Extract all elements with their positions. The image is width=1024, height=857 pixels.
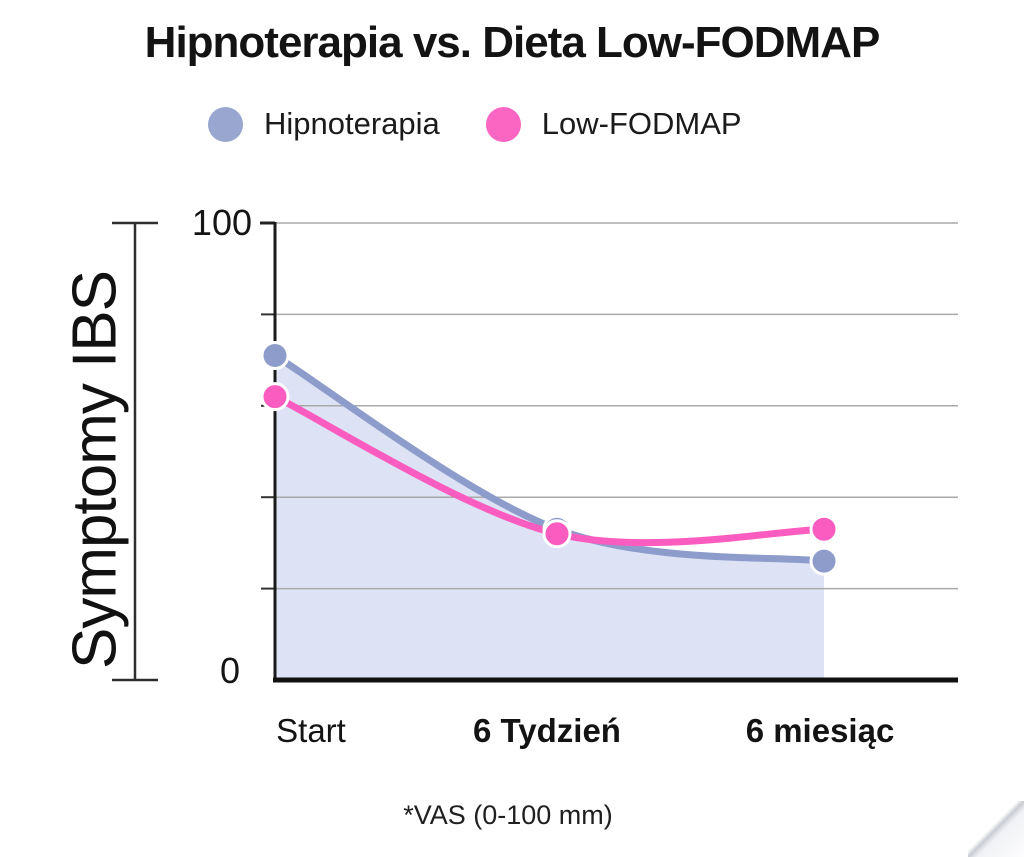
low-fodmap-point-6 miesiąc [809, 514, 839, 544]
x-tick-label-start: Start [276, 712, 346, 749]
low-fodmap-point-6 Tydzień [542, 519, 572, 549]
hipnoterapia-point-Start [260, 341, 290, 371]
y-tick-label-100: 100 [191, 202, 252, 243]
legend-label-hipnoterapia: Hipnoterapia [264, 106, 440, 141]
footnote: *VAS (0-100 mm) [403, 800, 613, 830]
hipnoterapia-area-fill [275, 355, 824, 680]
low-fodmap-point-Start [260, 382, 290, 412]
chart-title: Hipnoterapia vs. Dieta Low-FODMAP [144, 18, 881, 67]
x-tick-label-6-miesiac: 6 miesiąc [745, 712, 895, 749]
hipnoterapia-series-swatch-icon [208, 106, 243, 142]
y-axis-range-bracket [112, 221, 158, 682]
low-fodmap-series-swatch-icon [485, 106, 521, 142]
legend-item-low-fodmap: Low-FODMAP [485, 106, 742, 142]
legend-label-low-fodmap: Low-FODMAP [541, 106, 742, 141]
corner-fold-decoration [968, 801, 1024, 857]
x-tick-label-6-tydzien: 6 Tydzień [473, 712, 621, 749]
legend: Hipnoterapia Low-FODMAP [208, 106, 742, 142]
y-tick-label-0: 0 [219, 650, 240, 691]
legend-item-hipnoterapia: Hipnoterapia [208, 106, 440, 142]
hipnoterapia-point-6 miesiąc [809, 546, 839, 576]
